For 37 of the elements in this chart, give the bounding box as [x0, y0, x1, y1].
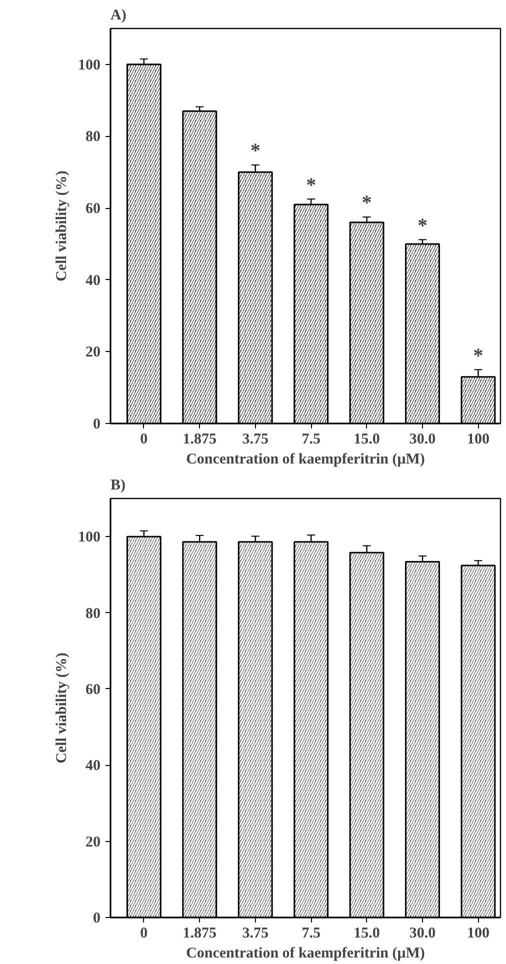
x-tick-label: 0 — [140, 432, 148, 448]
y-tick-label: 0 — [93, 416, 100, 432]
annotation: * — [473, 344, 484, 367]
x-tick-label: 100 — [466, 432, 490, 448]
y-tick-label: 20 — [86, 834, 100, 850]
x-tick-label: 0 — [140, 926, 148, 942]
x-tick-label: 1.875 — [182, 926, 217, 942]
y-tick-label: 60 — [86, 682, 100, 698]
y-tick-label: 80 — [86, 606, 100, 622]
annotation: * — [418, 214, 428, 237]
y-tick-label: 40 — [86, 758, 100, 774]
y-tick-label: 40 — [86, 272, 100, 289]
x-axis-title: Concentration of kaempferitrin (μM) — [186, 452, 425, 468]
y-tick-label: 100 — [78, 57, 100, 74]
x-tick-label: 30.0 — [409, 926, 436, 942]
x-tick-label: 1.875 — [182, 432, 217, 448]
x-tick-label: 3.75 — [242, 432, 268, 448]
x-tick-label: 15.0 — [354, 926, 380, 942]
x-tick-label: 7.5 — [302, 432, 320, 448]
y-tick-label: 80 — [86, 129, 100, 146]
x-tick-label: 3.75 — [242, 926, 268, 942]
y-axis-title: Cell viability (%) — [54, 170, 70, 282]
x-axis-title: Concentration of kaempferitrin (μM) — [186, 946, 425, 962]
y-tick-label: 100 — [78, 530, 100, 546]
y-axis-title: Cell viability (%) — [54, 652, 70, 764]
chart-title: A) — [110, 8, 126, 24]
y-tick-label: 0 — [93, 910, 100, 926]
x-tick-label: 30.0 — [409, 432, 436, 448]
x-tick-label: 7.5 — [302, 926, 320, 942]
x-tick-label: 15.0 — [354, 432, 380, 448]
chart-title: B) — [110, 478, 126, 494]
x-tick-label: 100 — [466, 926, 490, 942]
annotation: * — [306, 174, 316, 196]
annotation: * — [362, 192, 372, 214]
annotation: * — [250, 140, 260, 162]
y-tick-label: 60 — [86, 201, 100, 218]
y-tick-label: 20 — [86, 344, 100, 361]
